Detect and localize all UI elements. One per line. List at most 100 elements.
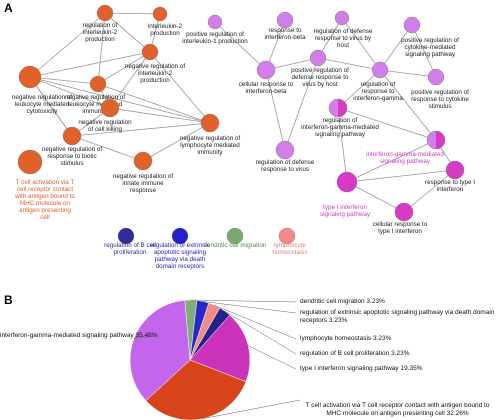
node-label: positive regulation of cytokine-mediated s… — [401, 37, 459, 58]
label-line: response to type I — [425, 179, 475, 186]
label-line: response to virus — [261, 166, 309, 173]
node — [403, 16, 421, 34]
value-label: 3.23% — [372, 335, 392, 342]
node-label: negative regulation of response to biotic… — [42, 146, 102, 167]
label-line: immunity — [82, 108, 108, 115]
pie-slice — [189, 314, 251, 382]
label-line: regulation of — [361, 81, 396, 88]
edge — [317, 57, 381, 71]
category-name: dendritic cell migration — [300, 298, 365, 305]
node — [394, 202, 414, 222]
label-line: host — [337, 42, 349, 49]
node-label: negative regulation of leukocyte mediated… — [65, 94, 125, 115]
label-line: response to virus by — [315, 35, 372, 42]
edge — [71, 135, 144, 162]
category-name: interferon-gamma-mediated signaling path… — [0, 332, 134, 339]
pie-slice — [145, 359, 247, 420]
node — [278, 227, 296, 245]
value-label: 35.48% — [135, 332, 158, 339]
node — [141, 43, 159, 61]
label-line: production — [85, 36, 115, 43]
label-line: production — [150, 30, 180, 37]
node-label: regulation of response to interferon-gamma — [353, 81, 403, 102]
label-line: signaling pathway — [320, 211, 371, 218]
label-line: interferon-gamma-mediated — [366, 151, 444, 158]
node — [328, 98, 348, 118]
label-line: production — [140, 77, 170, 84]
node — [336, 171, 358, 193]
node — [200, 113, 220, 133]
edge — [403, 169, 456, 213]
pie-label: type I interferon signaling pathway 19.3… — [300, 365, 496, 373]
value-label: 3.23% — [328, 317, 348, 324]
label-line: positive regulation of — [401, 37, 459, 44]
edge — [104, 12, 151, 53]
node — [334, 10, 350, 26]
node — [89, 75, 107, 93]
node-label: regulation of defense response to virus b… — [314, 28, 373, 49]
label-line: positive regulation of — [411, 89, 469, 96]
node-label: regulation of interleukin-2 production — [83, 22, 118, 43]
label-line: interferon — [437, 186, 464, 193]
label-line: antigen presenting — [19, 207, 71, 214]
node — [18, 65, 42, 89]
label-line: regulation of defense — [256, 159, 315, 166]
leader-line — [202, 301, 297, 314]
category-name: lymphocyte homeostasis — [300, 335, 372, 342]
label-line: interleukin-2 — [148, 23, 183, 30]
label-line: of cell killing — [88, 126, 122, 133]
node-label: interferon-gamma-mediated signaling pathw… — [366, 151, 444, 165]
label-line: negative regulation of — [42, 146, 102, 153]
node — [427, 68, 445, 86]
label-line: leukocyte mediated — [68, 101, 123, 108]
edge — [411, 24, 437, 78]
edge — [265, 69, 286, 151]
leader-line — [134, 335, 156, 339]
edge — [379, 69, 437, 141]
edge — [71, 122, 211, 137]
edge — [346, 181, 405, 213]
label-line: cytokine-mediated — [404, 44, 456, 51]
node-label: cellular response to type I interferon — [373, 221, 428, 235]
leader-line — [224, 311, 297, 355]
label-line: lymphocyte mediated — [180, 142, 240, 149]
label-line: regulation of defense — [314, 28, 373, 35]
node-label: negative regulation of cell killing — [78, 119, 132, 133]
edge — [149, 51, 211, 124]
label-line: negative regulation — [78, 119, 132, 126]
edge — [29, 76, 73, 137]
label-line: signaling pathway — [380, 158, 431, 165]
category-name: type I interferon signaling pathway — [300, 365, 399, 372]
value-label: 3.23% — [366, 298, 385, 305]
node-label: positive regulation of interleukin-1 prod… — [182, 31, 248, 45]
label-line: negative regulation of — [65, 94, 125, 101]
node — [276, 11, 294, 29]
pie-label: regulation of B cell proliferation 3.23% — [300, 350, 496, 358]
node — [171, 227, 189, 245]
label-line: interferon-beta — [265, 34, 306, 41]
label-line: immunity — [197, 149, 223, 156]
edge — [29, 51, 151, 78]
label-line: innate immune — [122, 180, 164, 187]
label-line: negative regulation of — [113, 173, 173, 180]
node-label: negative regulation of interleukin-2 produ… — [125, 63, 185, 84]
node-label: negative regulation of leukocyte mediated… — [12, 94, 72, 115]
label-line: signaling pathway — [405, 51, 456, 58]
pie-label: dendritic cell migration 3.23% — [300, 298, 496, 306]
label-line: response to — [269, 27, 302, 34]
label-line: leukocyte mediated — [15, 101, 70, 108]
edge — [214, 21, 267, 71]
label-line: with antigen bound to — [14, 193, 75, 200]
label-line: cytotoxicity — [27, 108, 59, 115]
label-line: regulation of extrinsic — [150, 242, 210, 249]
node — [445, 160, 465, 180]
label-line: homeostasis — [272, 249, 307, 256]
node-label: regulation of B cell proliferation — [104, 242, 156, 256]
edge — [104, 12, 161, 15]
edge — [337, 69, 381, 109]
panel-label: A — [4, 1, 13, 15]
leader-line — [201, 399, 301, 420]
label-line: negative regulation of — [125, 63, 185, 70]
label-line: type I interferon — [378, 228, 422, 235]
